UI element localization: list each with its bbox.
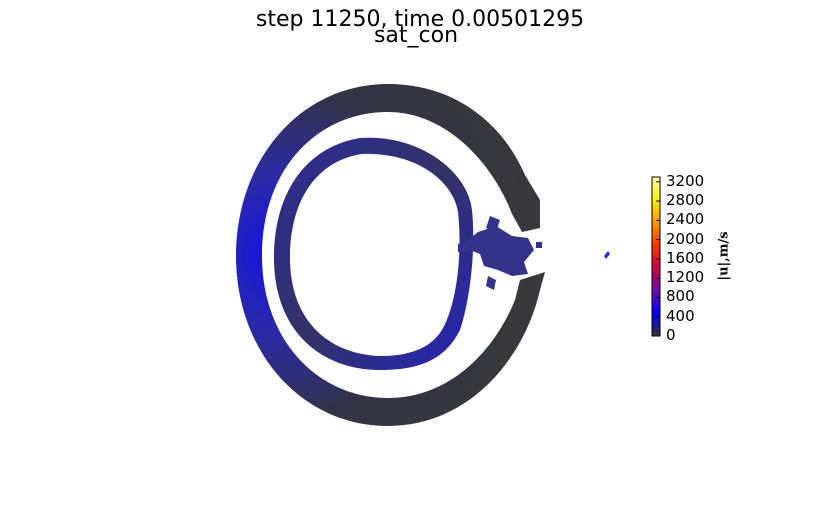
colorbar-tick-label: 3200 (666, 171, 705, 190)
colorbar-tick-label: 1600 (666, 248, 705, 267)
breach-debris (458, 216, 542, 290)
colorbar-tick-label: 2800 (666, 191, 705, 210)
colorbar-tick-label: 0 (666, 326, 676, 344)
colorbar-tick-label: 1200 (666, 268, 705, 287)
colorbar-tick-label: 2000 (666, 229, 705, 248)
colorbar-tick-label: 800 (666, 287, 695, 306)
inner-ring (274, 137, 474, 370)
colorbar-tick-label: 2400 (666, 210, 705, 229)
colorbar-label: |u|,m/s (716, 231, 732, 281)
colorbar-tick-label: 400 (666, 306, 695, 325)
plot-title: step 11250, time 0.00501295 (255, 7, 585, 32)
stray-fragment (604, 251, 610, 259)
colorbar (651, 176, 661, 337)
plot-subtitle: sat_con (373, 23, 459, 48)
colorbar-ticks (656, 181, 660, 337)
